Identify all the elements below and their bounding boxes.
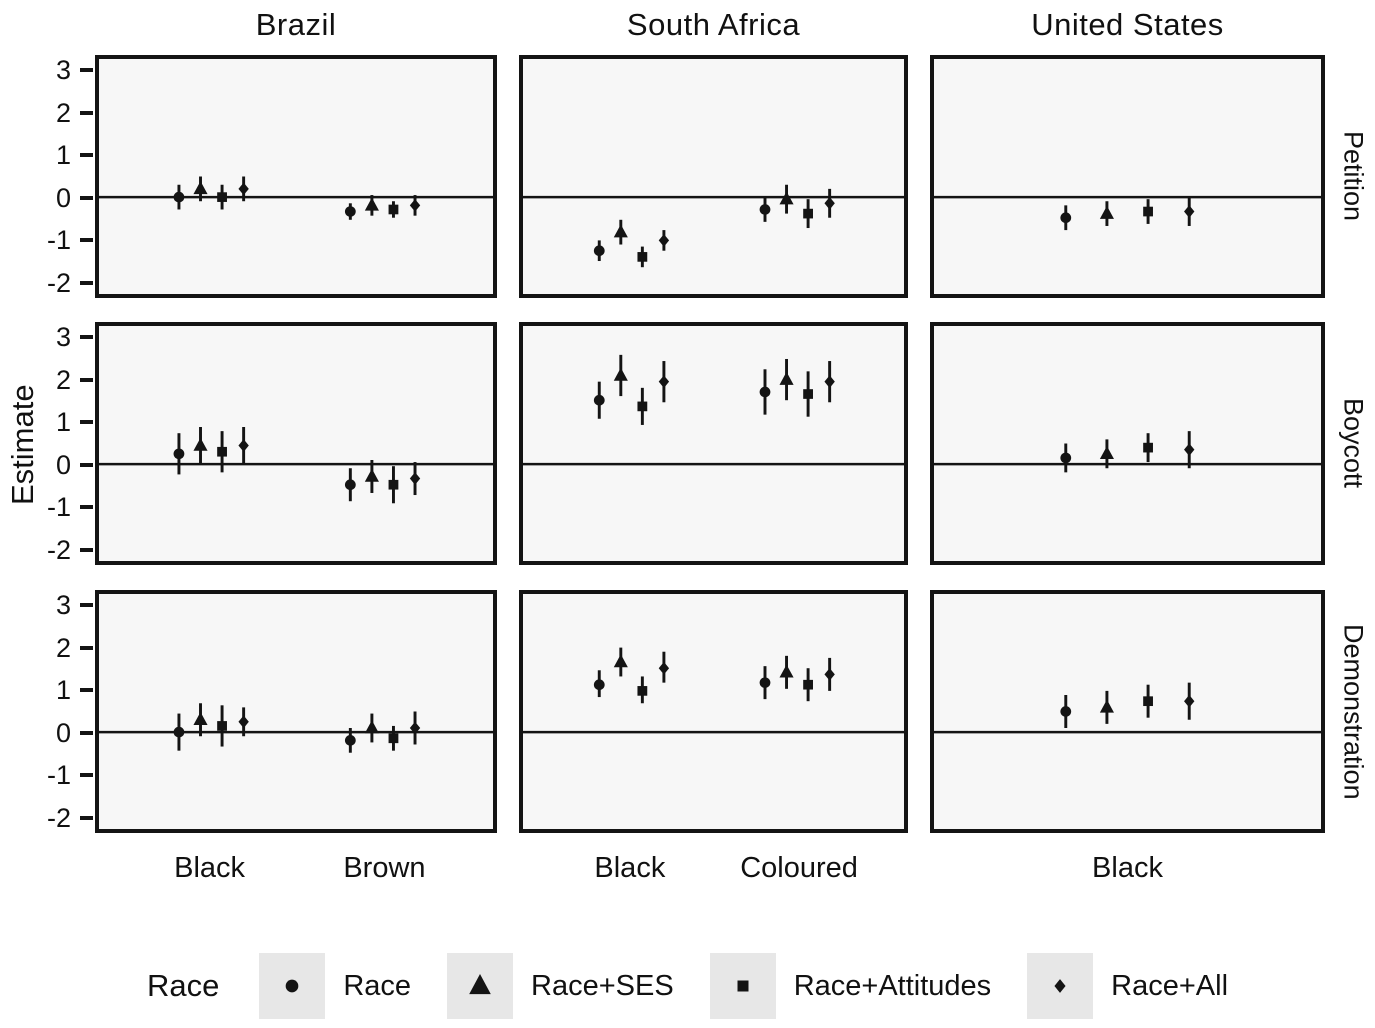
y-tick-mark [80,645,93,650]
y-tick-mark [80,548,93,553]
panel-boycott-brazil [95,322,497,565]
y-tick-mark [80,688,93,693]
diamond-marker-icon [1027,953,1094,1019]
panel-petition-united-states [930,55,1325,298]
panel-petition-south-africa [519,55,908,298]
y-tick-label: 2 [55,97,71,128]
y-tick-mark [80,153,93,158]
row-label-petition: Petition [1338,131,1369,222]
y-tick-label: 3 [55,54,71,85]
legend: Race Race Race+SES Race+Attitudes Race+A… [0,944,1375,1028]
x-axis-labels-brazil: Black Brown [95,848,497,892]
x-axis-labels-united-states: Black [930,848,1325,892]
y-tick-label: 0 [55,182,71,213]
legend-item-race-ses: Race+SES [447,953,674,1019]
legend-item-race-attitudes: Race+Attitudes [709,953,992,1019]
y-tick-mark [80,462,93,467]
legend-label: Race+Attitudes [793,969,992,1002]
x-category-label: Black [1092,852,1163,884]
panel-demonstration-united-states [930,590,1325,833]
column-title-united-states: United States [1031,7,1224,42]
legend-title: Race [146,968,220,1003]
y-tick-mark [80,334,93,339]
y-tick-mark [80,420,93,425]
circle-marker-icon [259,953,326,1019]
y-tick-label: -2 [46,535,71,566]
y-tick-mark [80,730,93,735]
y-tick-label: 2 [55,632,71,663]
y-axis-demonstration: 3 2 1 0 -1 -2 [0,590,95,833]
y-tick-label: -2 [46,803,71,834]
row-label-boycott: Boycott [1338,398,1369,489]
x-category-label: Black [174,852,246,884]
y-tick-mark [80,377,93,382]
legend-label: Race+SES [531,969,674,1002]
y-tick-label: 0 [55,717,71,748]
y-tick-mark [80,505,93,510]
panel-boycott-united-states [930,322,1325,565]
y-tick-label: 0 [55,449,71,480]
triangle-marker-icon [447,953,514,1019]
panel-boycott-south-africa [519,322,908,565]
y-tick-mark [80,238,93,243]
y-tick-label: 1 [55,140,71,171]
x-category-label: Brown [343,852,426,884]
y-tick-mark [80,195,93,200]
y-tick-label: -1 [46,492,71,523]
panel-demonstration-brazil [95,590,497,833]
y-tick-label: 1 [55,407,71,438]
y-axis-boycott: 3 2 1 0 -1 -2 [0,322,95,565]
square-marker-icon [709,953,776,1019]
x-category-label: Black [594,852,666,884]
legend-item-race-all: Race+All [1027,953,1228,1019]
y-tick-label: 3 [55,589,71,620]
y-tick-label: -2 [46,268,71,299]
legend-label: Race [343,969,412,1002]
y-tick-mark [80,67,93,72]
y-axis-petition: 3 2 1 0 -1 -2 [0,55,95,298]
column-title-brazil: Brazil [255,7,337,42]
x-category-label: Coloured [740,852,858,884]
y-tick-mark [80,281,93,286]
y-tick-label: 2 [55,364,71,395]
y-tick-mark [80,110,93,115]
panel-demonstration-south-africa [519,590,908,833]
row-label-demonstration: Demonstration [1338,623,1369,800]
y-tick-label: -1 [46,225,71,256]
y-tick-mark [80,773,93,778]
y-tick-label: -1 [46,760,71,791]
y-tick-mark [80,816,93,821]
y-tick-label: 1 [55,675,71,706]
x-axis-labels-south-africa: Black Coloured [519,848,908,892]
y-tick-label: 3 [55,321,71,352]
y-tick-mark [80,602,93,607]
panel-petition-brazil [95,55,497,298]
legend-item-race: Race [259,953,411,1019]
legend-label: Race+All [1111,969,1229,1002]
column-title-south-africa: South Africa [626,7,801,42]
